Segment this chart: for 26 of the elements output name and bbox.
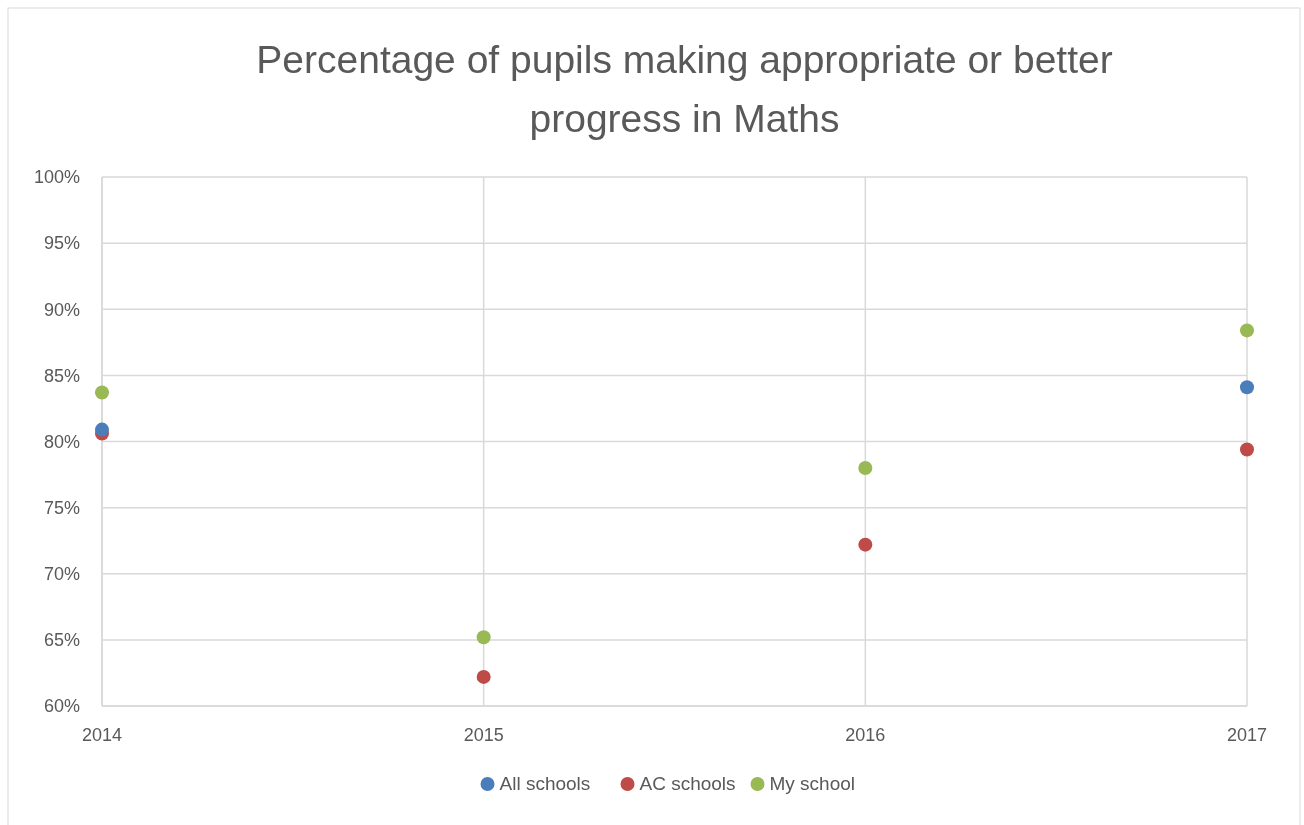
y-tick-label: 65% <box>43 630 80 651</box>
y-tick-label: 60% <box>43 696 80 717</box>
point <box>95 422 109 437</box>
y-tick-label: 90% <box>43 299 80 320</box>
point <box>1240 323 1254 338</box>
point <box>858 460 873 475</box>
legend-label: All schools <box>499 773 591 794</box>
point <box>95 385 109 400</box>
x-tick-label: 2015 <box>463 725 504 745</box>
point <box>1240 442 1254 457</box>
point <box>476 669 491 684</box>
x-tick-label: 2017 <box>1226 725 1268 745</box>
x-tick-label: 2014 <box>81 725 123 745</box>
y-tick-label: 100% <box>33 167 80 188</box>
legend-label: AC schools <box>639 773 736 794</box>
y-tick-label: 80% <box>43 431 80 452</box>
point <box>476 630 491 645</box>
chart-title: Percentage of pupils making appropriate or better progress in Maths <box>256 38 1113 140</box>
y-tick-label: 85% <box>43 365 80 386</box>
point <box>858 537 873 552</box>
point <box>1240 380 1254 395</box>
legend-label: My school <box>769 773 856 794</box>
x-tick-label: 2016 <box>845 725 886 745</box>
y-tick-label: 75% <box>43 497 80 518</box>
y-tick-label: 70% <box>43 564 80 585</box>
y-tick-label: 95% <box>43 233 80 254</box>
